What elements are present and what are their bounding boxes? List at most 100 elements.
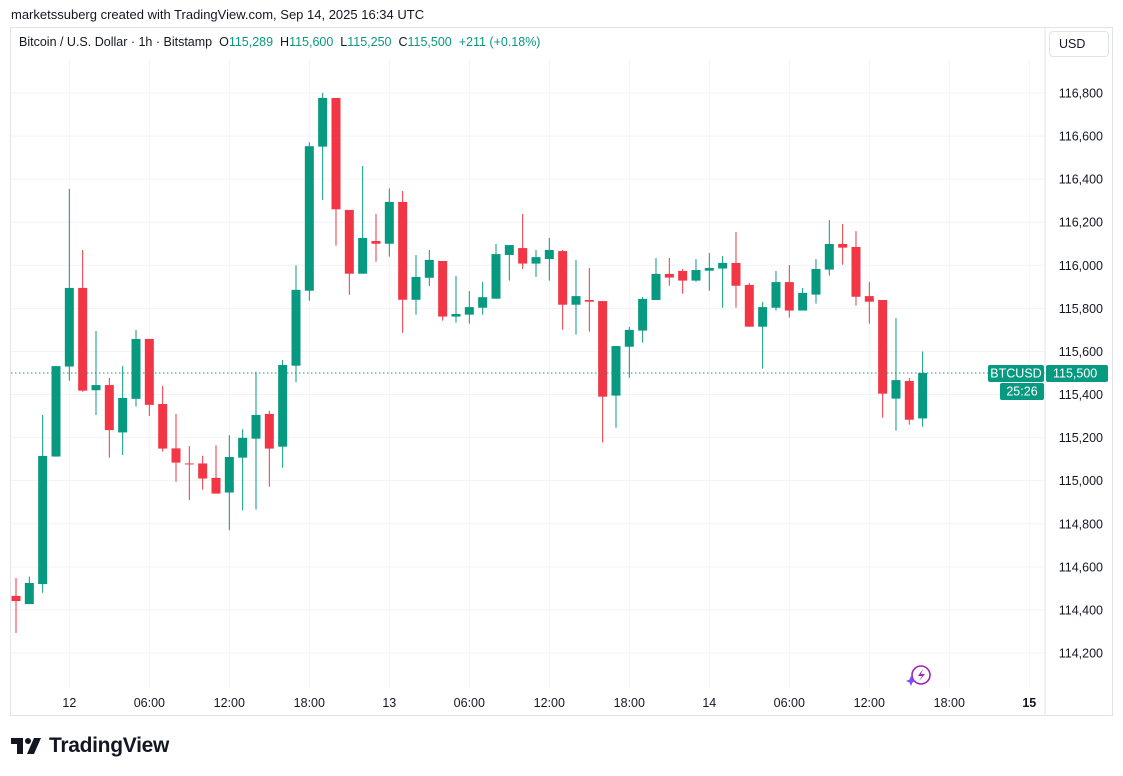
- candle-body: [878, 299, 888, 394]
- candle: [691, 259, 701, 282]
- countdown-value: 25:26: [1006, 384, 1037, 398]
- candle-body: [51, 366, 61, 457]
- candle-body: [918, 372, 928, 419]
- candle: [438, 260, 448, 321]
- tradingview-brand: TradingView: [11, 734, 169, 758]
- candle-body: [331, 97, 341, 210]
- time-tick-label: 18:00: [614, 696, 645, 710]
- candle: [278, 360, 288, 468]
- candle: [131, 329, 141, 407]
- candle-body: [478, 297, 488, 308]
- candle-body: [824, 243, 834, 270]
- candle-body: [78, 287, 88, 391]
- candle-body: [104, 385, 114, 431]
- candle: [864, 281, 874, 324]
- close-value: 115,500: [407, 35, 452, 49]
- candle: [491, 243, 501, 299]
- candle-body: [811, 268, 821, 295]
- candle: [531, 250, 541, 277]
- high-label: H: [280, 35, 290, 49]
- price-tick-label: 116,400: [1059, 173, 1103, 187]
- candle-body: [558, 251, 568, 305]
- grid: [11, 27, 1046, 716]
- symbol-tag: [988, 364, 1044, 382]
- candle-body: [424, 259, 434, 278]
- time-tick-label: 06:00: [134, 696, 165, 710]
- open-value: 115,289: [228, 35, 274, 49]
- candle-body: [598, 301, 608, 397]
- candle: [11, 578, 21, 633]
- candle: [24, 576, 34, 605]
- low-label: L: [340, 35, 348, 49]
- price-tick-label: 116,200: [1059, 216, 1103, 230]
- candle-body: [238, 437, 248, 458]
- price-tick-label: 115,800: [1059, 302, 1103, 316]
- candle: [664, 257, 674, 286]
- price-tick-label: 114,800: [1059, 517, 1103, 531]
- low-value: 115,250: [347, 35, 392, 49]
- candle: [904, 377, 914, 425]
- candle-body: [344, 209, 354, 274]
- candle-body: [451, 313, 461, 317]
- tradingview-logo-icon: [11, 738, 41, 754]
- countdown-tag: [1000, 382, 1044, 400]
- candle-body: [624, 329, 634, 347]
- candle: [358, 166, 368, 274]
- candle-body: [718, 262, 728, 269]
- candle: [451, 276, 461, 323]
- candle: [64, 189, 74, 381]
- candle: [198, 455, 208, 490]
- price-tick-label: 116,000: [1059, 259, 1103, 273]
- candle-body: [131, 338, 141, 399]
- candles: [11, 93, 928, 633]
- high-value: 115,600: [289, 35, 334, 49]
- chart-frame: [10, 27, 1113, 716]
- close-label: C: [398, 35, 408, 49]
- candle-body: [504, 245, 514, 255]
- candle-body: [158, 404, 168, 449]
- candle-body: [531, 257, 541, 264]
- candle: [771, 270, 781, 311]
- candle-body: [358, 237, 368, 274]
- candle-body: [771, 282, 781, 308]
- candle-body: [398, 201, 408, 300]
- candle: [544, 237, 554, 281]
- candle-body: [198, 463, 208, 479]
- currency-button[interactable]: USD: [1049, 31, 1109, 57]
- price-tick-label: 115,600: [1059, 345, 1103, 359]
- candle: [38, 414, 48, 593]
- candle-body: [171, 448, 181, 463]
- candle: [558, 250, 568, 330]
- time-tick-label: 06:00: [774, 696, 805, 710]
- time-tick-label: 12:00: [534, 696, 565, 710]
- time-tick-label: 13: [382, 696, 396, 710]
- candle: [344, 209, 354, 295]
- candle: [171, 413, 181, 482]
- candle-body: [371, 240, 381, 244]
- candle: [158, 385, 168, 452]
- candle-body: [571, 296, 581, 305]
- time-tick-label: 18:00: [934, 696, 965, 710]
- price-axis: 116,800 116,600 116,400 116,200 116,000 115,8…: [1059, 87, 1103, 661]
- candle-body: [704, 267, 714, 271]
- symbol-description: Bitcoin / U.S. Dollar · 1h · Bitstamp: [19, 35, 213, 49]
- candle-body: [64, 287, 74, 367]
- price-tick-label: 115,200: [1059, 431, 1103, 445]
- change-value: +211 (+0.18%): [458, 35, 541, 49]
- candle-body: [744, 284, 754, 327]
- icon-bolt: [918, 669, 925, 681]
- candle: [478, 281, 488, 315]
- candle: [811, 259, 821, 304]
- candle-body: [904, 380, 914, 420]
- candle: [318, 93, 328, 201]
- candle-body: [224, 456, 234, 493]
- time-tick-label: 14: [702, 696, 716, 710]
- lightning-sparkle-icon[interactable]: [906, 665, 931, 686]
- price-tick-label: 114,400: [1059, 603, 1103, 617]
- time-tick-label: 18:00: [294, 696, 325, 710]
- price-tag: [1046, 364, 1108, 382]
- candle-body: [278, 365, 288, 447]
- candle-body: [304, 146, 314, 291]
- candle: [598, 301, 608, 443]
